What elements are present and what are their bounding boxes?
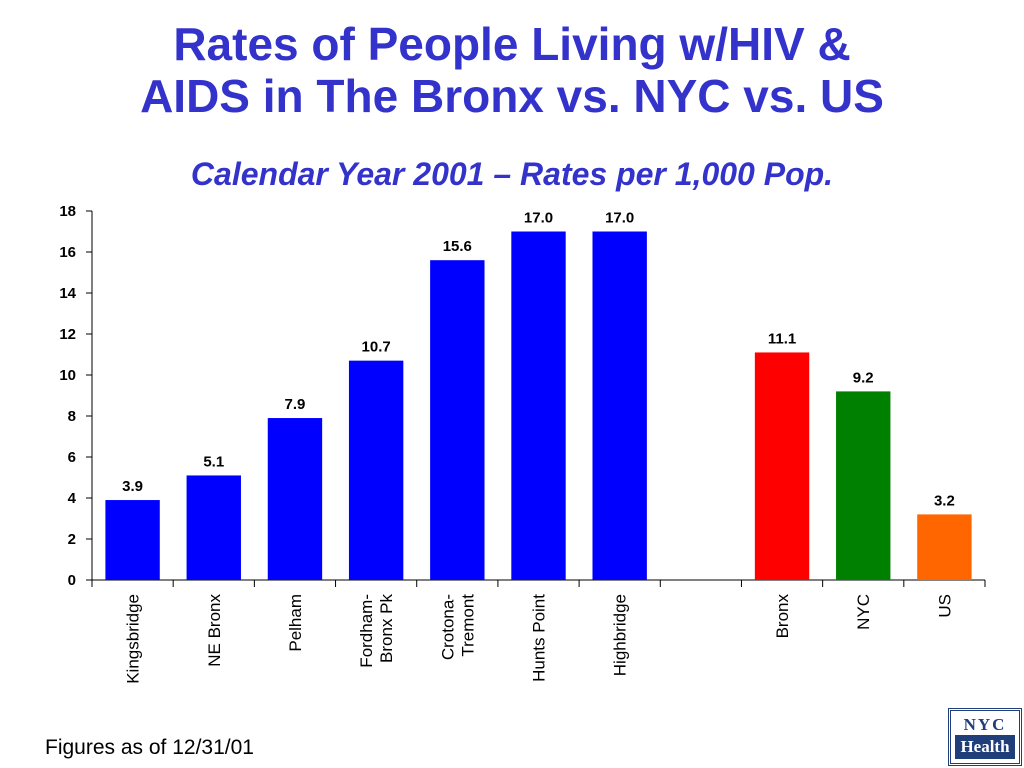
bar-chart: 0 2 4 6 8 10 12 14 16 18 3.9 Kingsbridge 5.1 NE Bronx…: [59, 203, 986, 684]
y-tick-label: 4: [68, 490, 77, 507]
bar: [105, 500, 160, 580]
x-tick-label-line: NE Bronx: [205, 594, 224, 667]
bar: [511, 231, 566, 580]
bar: [917, 514, 972, 580]
bar: [186, 475, 241, 580]
y-tick-label: 12: [59, 326, 76, 343]
x-tick-label-line: Kingsbridge: [124, 594, 143, 684]
y-tick-label: 2: [68, 531, 76, 548]
bar: [430, 260, 485, 580]
data-label: 3.2: [934, 492, 955, 509]
x-tick-label: Bronx: [773, 594, 792, 639]
x-tick-label-line: Fordham-: [357, 594, 376, 668]
chart-subtitle: Calendar Year 2001 – Rates per 1,000 Pop…: [190, 156, 834, 192]
bar: [592, 231, 647, 580]
y-tick-label: 10: [59, 367, 76, 384]
bar: [348, 360, 404, 580]
y-tick-label: 16: [59, 244, 76, 261]
bar: [836, 391, 891, 580]
chart-title: Rates of People Living w/HIV & AIDS in T…: [0, 18, 1024, 122]
y-tick-label: 0: [68, 572, 76, 589]
x-tick-label: NYC: [854, 594, 873, 630]
x-tick-label: NE Bronx: [205, 594, 224, 667]
x-tick-label-line: Bronx Pk: [377, 594, 396, 663]
bar: [754, 352, 810, 580]
data-label: 5.1: [203, 453, 224, 470]
title-line-1: Rates of People Living w/HIV &: [173, 18, 851, 70]
nyc-health-logo: NYC Health: [948, 708, 1022, 766]
x-tick-label-line: Bronx: [773, 594, 792, 639]
data-label: 3.9: [122, 478, 143, 495]
data-label: 10.7: [362, 339, 391, 356]
y-tick-label: 18: [59, 203, 76, 220]
x-tick-label: Pelham: [286, 594, 305, 652]
data-label: 17.0: [524, 210, 553, 227]
data-label: 11.1: [768, 330, 796, 347]
data-label: 15.6: [443, 238, 472, 255]
x-tick-label: Fordham-Bronx Pk: [357, 594, 396, 668]
footnote: Figures as of 12/31/01: [45, 736, 254, 759]
x-tick-label-line: Highbridge: [611, 594, 630, 676]
x-tick-label-line: US: [935, 594, 954, 618]
x-tick-label-line: Hunts Point: [530, 594, 549, 682]
logo-text-top: NYC: [963, 715, 1007, 734]
x-tick-label-line: NYC: [854, 594, 873, 630]
title-line-2: AIDS in The Bronx vs. NYC vs. US: [140, 70, 884, 122]
y-tick-label: 8: [68, 408, 76, 425]
x-tick-label: Highbridge: [611, 594, 630, 676]
data-label: 9.2: [853, 369, 874, 386]
x-tick-label-line: Pelham: [286, 594, 305, 652]
x-tick-label: Kingsbridge: [124, 594, 143, 684]
data-label: 7.9: [285, 396, 306, 413]
x-tick-label: Hunts Point: [530, 594, 549, 682]
y-tick-label: 14: [59, 285, 76, 302]
data-label: 17.0: [605, 210, 634, 227]
y-tick-label: 6: [68, 449, 76, 466]
x-tick-label-line: Crotona-: [438, 594, 457, 660]
x-tick-label: US: [935, 594, 954, 618]
logo-text-bottom: Health: [955, 735, 1015, 759]
bar: [267, 418, 323, 580]
x-tick-label: Crotona-Tremont: [438, 594, 477, 660]
x-tick-label-line: Tremont: [458, 594, 477, 657]
